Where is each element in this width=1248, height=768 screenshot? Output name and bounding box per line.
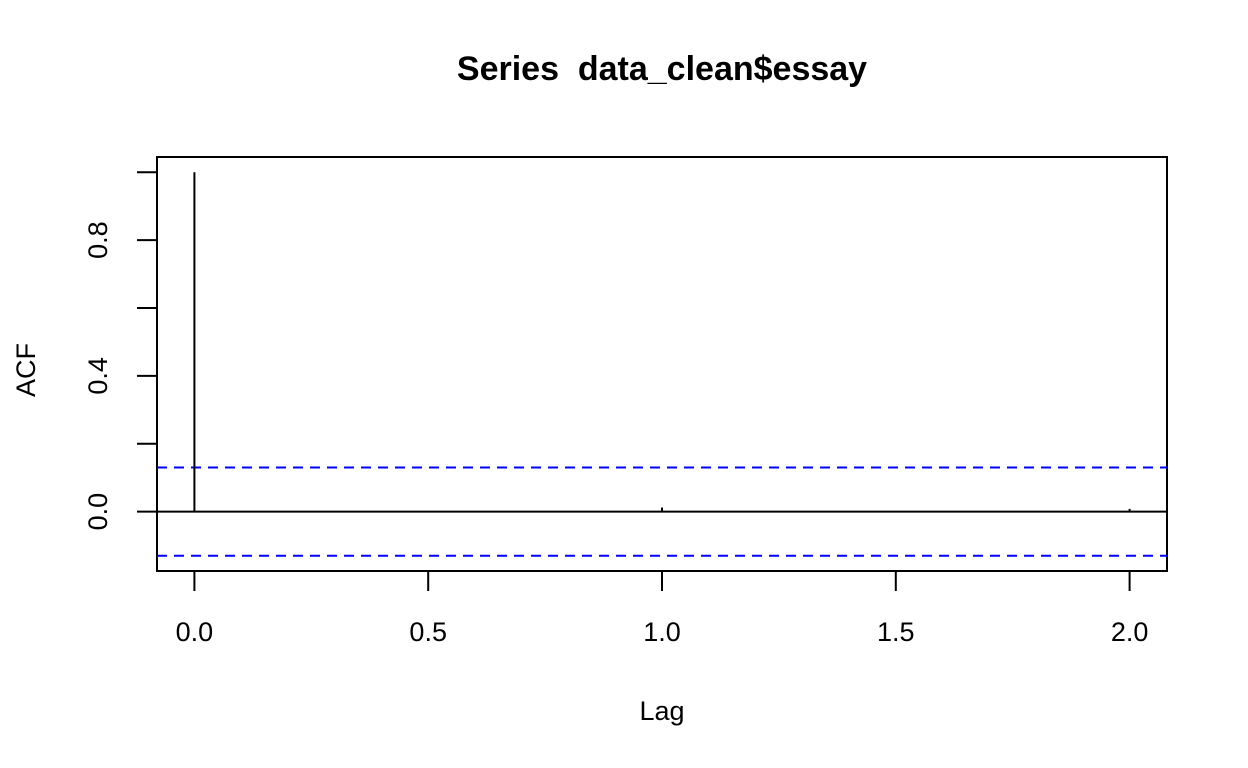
x-tick-label: 1.5 bbox=[877, 617, 915, 647]
x-tick-label: 2.0 bbox=[1111, 617, 1149, 647]
chart-title: Series data_clean$essay bbox=[457, 50, 867, 88]
y-tick-label: 0.4 bbox=[83, 357, 113, 395]
y-tick-label: 0.0 bbox=[83, 493, 113, 531]
chart-marks: 0.0 0.5 1.0 1.5 2.0 0.0 0.4 0.8 bbox=[83, 171, 1167, 647]
x-axis-label: Lag bbox=[639, 696, 684, 726]
y-axis-label: ACF bbox=[11, 343, 41, 397]
x-tick-label: 0.5 bbox=[409, 617, 447, 647]
y-tick-label: 0.8 bbox=[83, 221, 113, 259]
x-tick-label: 1.0 bbox=[643, 617, 681, 647]
x-tick-label: 0.0 bbox=[176, 617, 214, 647]
